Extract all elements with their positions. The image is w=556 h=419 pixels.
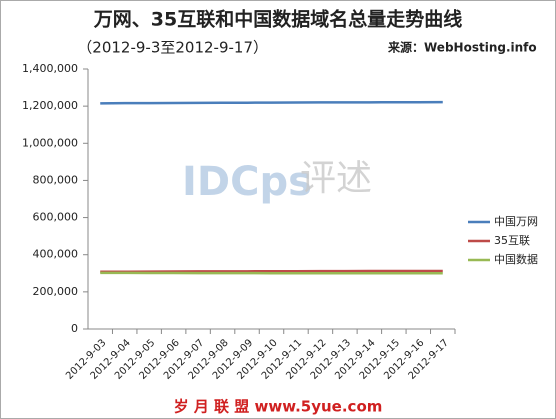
y-tick-label: 200,000 bbox=[33, 285, 79, 298]
legend-label: 中国数据 bbox=[494, 252, 538, 266]
legend-label: 中国万网 bbox=[494, 215, 538, 228]
y-tick-label: 1,400,000 bbox=[22, 62, 78, 75]
watermark: 评述 bbox=[300, 158, 372, 199]
series-line bbox=[100, 100, 443, 105]
chart-title: 万网、35互联和中国数据域名总量走势曲线 bbox=[93, 8, 462, 31]
series-line bbox=[100, 269, 443, 274]
source: 来源：WebHosting.info bbox=[387, 40, 537, 55]
footer: 岁 月 联 盟 www.5yue.com bbox=[174, 398, 383, 416]
y-tick-label: 0 bbox=[71, 322, 78, 335]
y-tick-label: 600,000 bbox=[33, 211, 79, 224]
y-tick-label: 400,000 bbox=[33, 248, 79, 261]
y-tick-label: 800,000 bbox=[33, 173, 79, 186]
legend-label: 35互联 bbox=[494, 234, 530, 247]
y-tick-label: 1,200,000 bbox=[22, 99, 78, 112]
watermark: IDCps bbox=[182, 159, 312, 205]
y-tick-label: 1,000,000 bbox=[22, 136, 78, 149]
chart-subtitle: （2012-9-3至2012-9-17） bbox=[77, 39, 268, 57]
